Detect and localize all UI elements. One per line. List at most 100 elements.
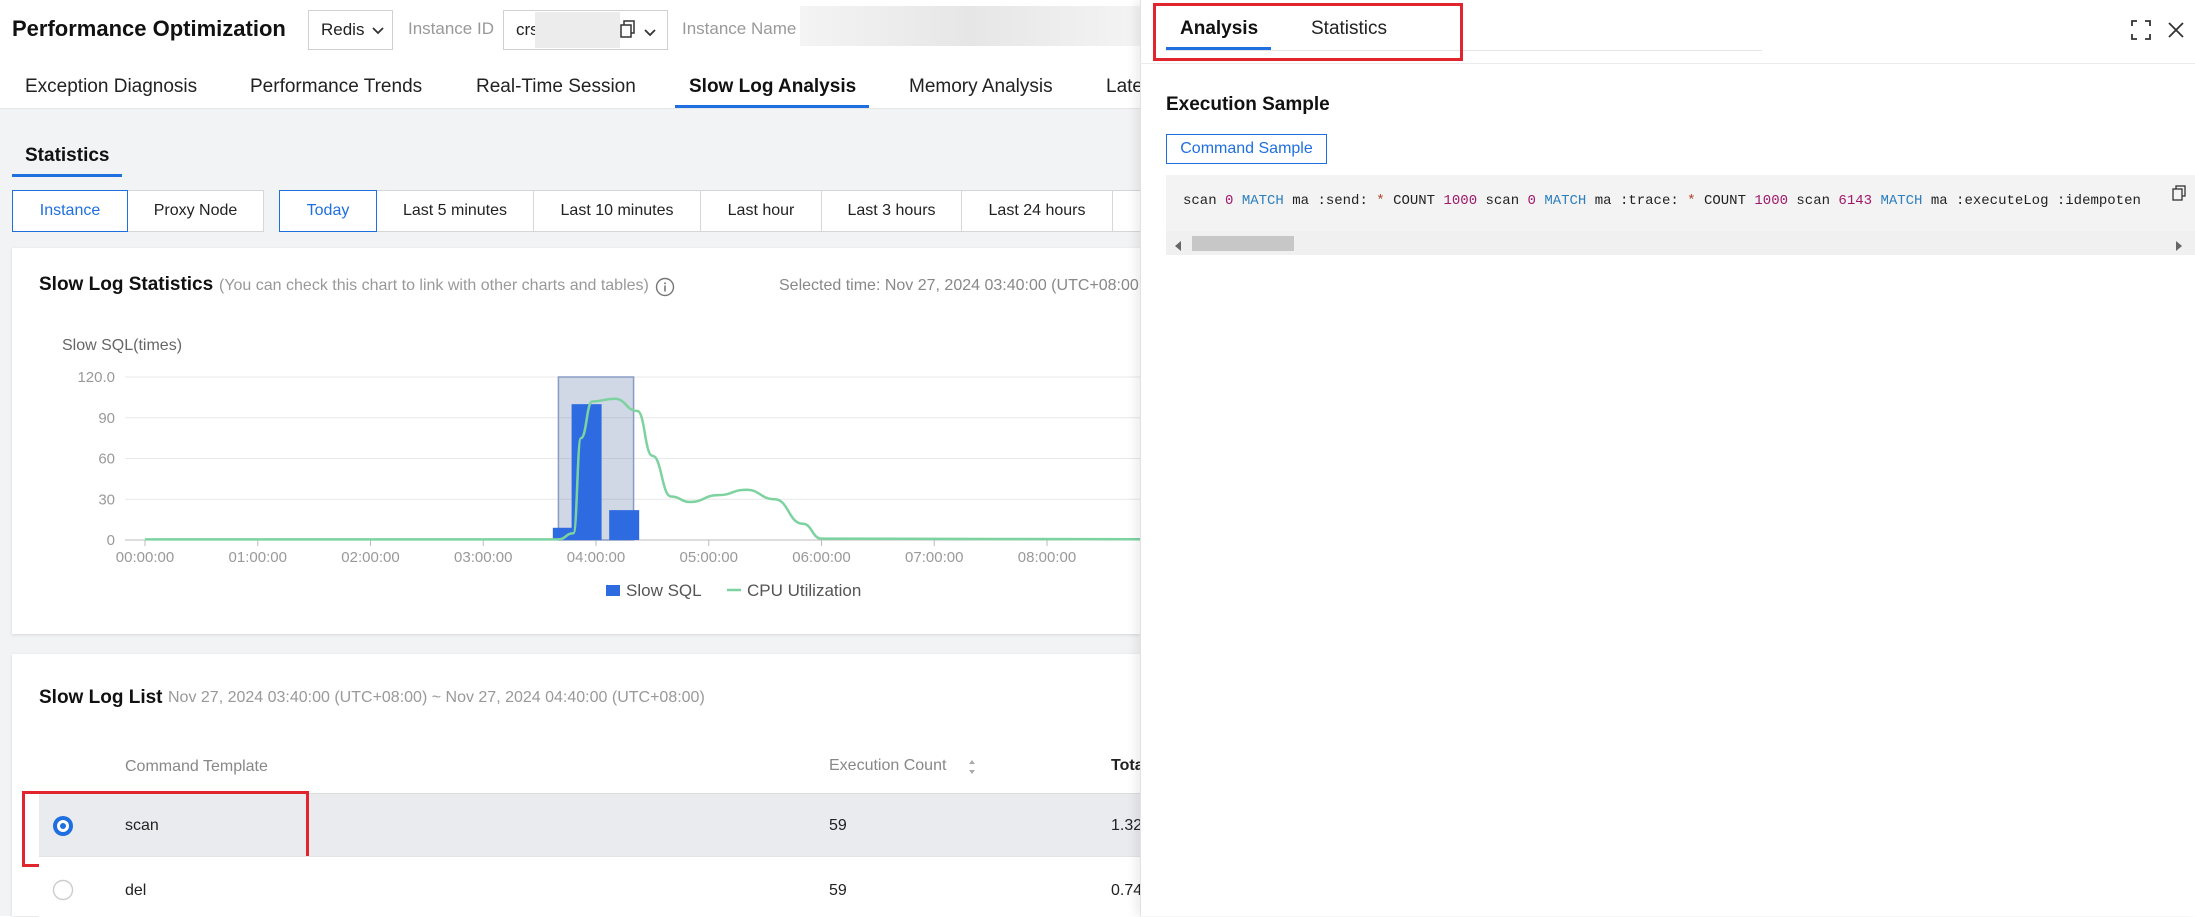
row-command: del [125, 882, 147, 899]
column-header-execution-count[interactable]: Execution Count [829, 757, 947, 774]
range-last-3-hours[interactable]: Last 3 hours [821, 190, 962, 232]
stats-card-hint: (You can check this chart to link with o… [219, 277, 649, 294]
bar [609, 510, 640, 540]
horizontal-scrollbar[interactable] [1166, 231, 2195, 255]
toggle-instance[interactable]: Instance [12, 190, 128, 232]
row-execution-count: 59 [829, 817, 847, 834]
x-tick-label: 06:00:00 [792, 549, 850, 566]
instance-id-label: Instance ID [408, 19, 494, 38]
chevron-down-icon [372, 20, 385, 40]
code-token: 0 [1527, 193, 1536, 209]
db-type-value: Redis [321, 20, 365, 39]
row-total: 0.74 [1111, 882, 1143, 899]
scroll-right-icon[interactable] [2175, 238, 2183, 255]
y-tick-label: 120.0 [77, 369, 115, 386]
detail-drawer [1140, 0, 2195, 916]
command-sample-button[interactable]: Command Sample [1166, 134, 1327, 164]
radio-unselected[interactable] [52, 879, 74, 906]
code-token: scan [1788, 193, 1839, 209]
slow-log-chart[interactable]: 120.0 90 60 30 000:00:00 01:00:00 02:00:00 03:0… [0, 0, 1140, 620]
x-tick-label: 02:00:00 [341, 549, 399, 566]
fullscreen-icon[interactable] [2131, 20, 2151, 45]
row-total: 1.32 [1111, 817, 1143, 834]
x-tick-label: 05:00:00 [680, 549, 738, 566]
tab-exception-diagnosis[interactable]: Exception Diagnosis [25, 76, 198, 97]
cpu-utilization-line [145, 397, 1140, 541]
copy-icon[interactable] [620, 20, 636, 43]
code-sample-box: scan 0 MATCH ma :send: * COUNT 1000 scan… [1166, 175, 2195, 255]
scroll-left-icon[interactable] [1174, 238, 1182, 255]
db-type-select[interactable]: Redis [308, 10, 393, 50]
instance-id-value: crs [516, 20, 539, 39]
x-tick-label: 08:00:00 [1018, 549, 1076, 566]
tab-real-time-session[interactable]: Real-Time Session [476, 76, 636, 97]
x-tick-label: 03:00:00 [454, 549, 512, 566]
nav-divider [0, 108, 1140, 109]
highlight-box-drawer-tabs [1153, 3, 1463, 61]
legend-swatch-slow-sql [606, 585, 620, 596]
selected-time: Selected time: Nov 27, 2024 03:40:00 (UT… [779, 277, 1139, 294]
info-icon[interactable] [655, 277, 675, 302]
tab-slow-log-analysis[interactable]: Slow Log Analysis [689, 76, 857, 97]
code-token [1233, 193, 1241, 209]
code-token: ma :executeLog :idempoten [1922, 193, 2141, 209]
drawer-header-divider [1140, 63, 2195, 64]
x-tick-label: 00:00:00 [116, 549, 174, 566]
page-title: Performance Optimization [12, 16, 286, 41]
instance-name-label: Instance Name [682, 19, 797, 38]
x-tick-label: 07:00:00 [905, 549, 963, 566]
code-token: 1000 [1443, 193, 1478, 209]
tab-latency[interactable]: Late [1106, 76, 1143, 97]
tab-memory-analysis[interactable]: Memory Analysis [909, 76, 1053, 97]
code-token: MATCH [1880, 193, 1923, 209]
x-tick-label: 04:00:00 [567, 549, 625, 566]
code-token: * [1376, 193, 1385, 209]
code-token: scan [1477, 193, 1528, 209]
y-tick-label: 90 [98, 410, 115, 427]
tab-statistics[interactable]: Statistics [25, 145, 110, 166]
copy-code-icon[interactable] [2172, 185, 2186, 206]
tab-performance-trends[interactable]: Performance Trends [250, 76, 423, 97]
column-header-total: Tota [1111, 757, 1144, 774]
statistics-tab-indicator [12, 174, 122, 177]
toggle-proxy-node[interactable]: Proxy Node [127, 190, 264, 232]
chevron-down-icon[interactable] [644, 24, 656, 42]
legend-label-slow-sql: Slow SQL [626, 581, 702, 600]
range-last-5-minutes[interactable]: Last 5 minutes [376, 190, 534, 232]
drawer-tab-statistics[interactable]: Statistics [1311, 18, 1388, 39]
close-icon[interactable] [2167, 21, 2185, 44]
active-tab-indicator [675, 105, 869, 108]
sort-icon[interactable] [967, 758, 977, 781]
execution-sample-title: Execution Sample [1166, 94, 1330, 115]
range-last-24-hours[interactable]: Last 24 hours [961, 190, 1113, 232]
code-token: COUNT [1384, 193, 1444, 209]
masked-instance-name [800, 6, 1140, 46]
row-command: scan [125, 817, 159, 834]
drawer-tab-analysis[interactable]: Analysis [1180, 18, 1259, 39]
range-today[interactable]: Today [279, 190, 377, 232]
code-token: MATCH [1241, 193, 1284, 209]
code-token: 6143 [1838, 193, 1873, 209]
row-execution-count: 59 [829, 882, 847, 899]
code-token: ma :trace: [1586, 193, 1688, 209]
scrollbar-thumb[interactable] [1192, 236, 1294, 251]
code-token: 0 [1225, 193, 1234, 209]
code-token: 1000 [1754, 193, 1788, 209]
range-last-10-minutes[interactable]: Last 10 minutes [533, 190, 701, 232]
code-token: COUNT [1695, 193, 1755, 209]
drawer-tab-bar-divider [1166, 50, 1762, 51]
code-token: MATCH [1544, 193, 1587, 209]
range-last-hour[interactable]: Last hour [700, 190, 822, 232]
slow-log-list-range: Nov 27, 2024 03:40:00 (UTC+08:00) ~ Nov … [168, 689, 705, 706]
table-row[interactable] [39, 856, 1140, 917]
code-token: ma :send: [1283, 193, 1377, 209]
legend-label-cpu-utilization: CPU Utilization [747, 581, 861, 600]
table-row[interactable] [39, 793, 1140, 857]
code-token: scan [1183, 193, 1226, 209]
command-sample-code: scan 0 MATCH ma :send: * COUNT 1000 scan… [1183, 193, 2141, 209]
masked-instance-id [535, 12, 620, 48]
slow-log-list-title: Slow Log List [39, 687, 163, 708]
y-axis-label: Slow SQL(times) [62, 337, 183, 354]
y-tick-label: 30 [98, 491, 115, 508]
radio-selected[interactable] [52, 815, 74, 842]
